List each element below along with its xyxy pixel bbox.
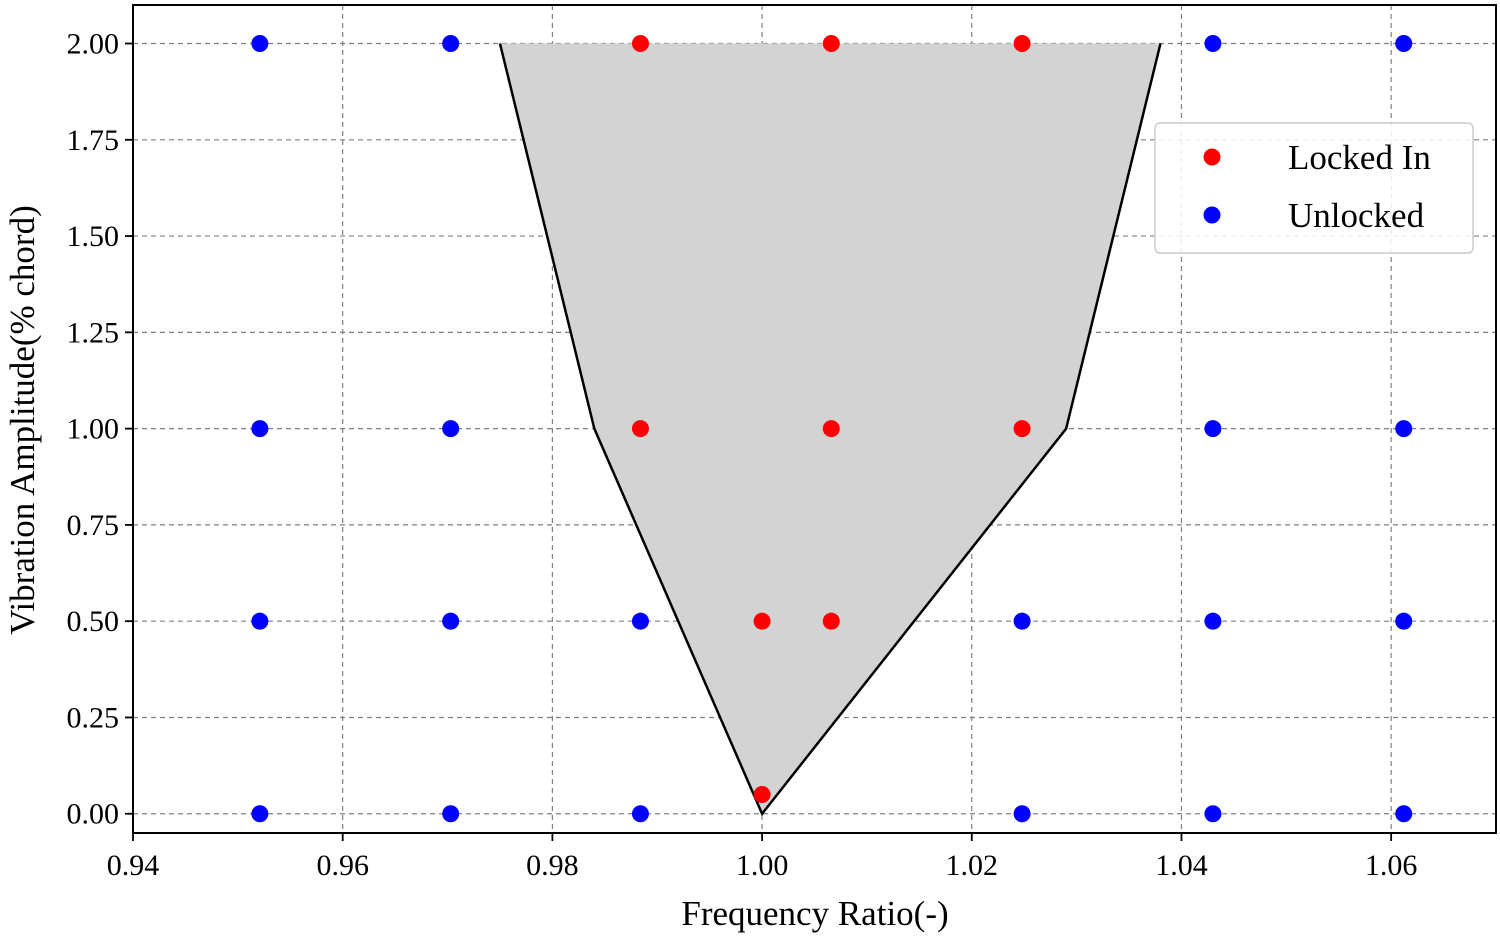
data-point: [251, 420, 269, 438]
data-point: [631, 805, 649, 823]
legend-box: [1154, 122, 1474, 254]
y-tick-label: 1.25: [67, 316, 120, 349]
legend-label: Locked In: [1288, 138, 1431, 177]
y-tick-label: 1.00: [67, 413, 120, 446]
y-tick-label: 2.00: [67, 28, 120, 61]
data-point: [822, 612, 840, 630]
data-point: [1395, 35, 1413, 53]
x-tick-label: 1.06: [1365, 849, 1418, 882]
x-tick-label: 0.98: [526, 849, 579, 882]
y-tick-label: 0.25: [67, 701, 120, 734]
data-point: [1395, 420, 1413, 438]
data-point: [631, 612, 649, 630]
x-tick-label: 0.96: [316, 849, 369, 882]
data-point: [1013, 612, 1031, 630]
data-point: [1204, 35, 1222, 53]
legend-marker: [1203, 206, 1221, 224]
data-point: [442, 612, 460, 630]
lock-in-boundary-line: [498, 43, 1162, 817]
data-point: [251, 612, 269, 630]
x-tick-label: 1.02: [946, 849, 999, 882]
series-locked-in: [631, 35, 1031, 803]
data-point: [1013, 420, 1031, 438]
y-tick-label: 0.75: [67, 509, 120, 542]
y-tick-label: 1.75: [67, 124, 120, 157]
y-tick-label: 0.50: [67, 605, 120, 638]
series-unlocked: [251, 35, 1413, 823]
data-point: [1204, 420, 1222, 438]
legend: Locked In Unlocked: [1154, 122, 1474, 254]
plot-area: 0.94 0.96 0.98 1.00 1.02 1.04 1.06 0.00 0.25 0.50…: [67, 4, 1497, 882]
x-axis-title: Frequency Ratio(-): [681, 894, 948, 933]
data-point: [442, 805, 460, 823]
data-point: [822, 35, 840, 53]
x-tick-label: 0.94: [107, 849, 160, 882]
legend-marker: [1203, 148, 1221, 166]
data-point: [1395, 612, 1413, 630]
data-point: [822, 420, 840, 438]
y-tick-label: 0.00: [67, 798, 120, 831]
data-point: [442, 420, 460, 438]
axes-frame: [132, 4, 1497, 834]
data-point: [442, 35, 460, 53]
data-point: [1013, 805, 1031, 823]
data-point: [251, 805, 269, 823]
data-point: [1204, 805, 1222, 823]
data-point: [1204, 612, 1222, 630]
y-axis-title: Vibration Amplitude(% chord): [3, 205, 42, 634]
data-point: [1013, 35, 1031, 53]
y-tick-label: 1.50: [67, 220, 120, 253]
data-point: [753, 785, 771, 803]
data-point: [631, 35, 649, 53]
x-tick-label: 1.04: [1155, 849, 1208, 882]
data-point: [1395, 805, 1413, 823]
legend-label: Unlocked: [1288, 196, 1425, 235]
data-point: [251, 35, 269, 53]
x-tick-label: 1.00: [736, 849, 789, 882]
data-point: [753, 612, 771, 630]
data-point: [631, 420, 649, 438]
